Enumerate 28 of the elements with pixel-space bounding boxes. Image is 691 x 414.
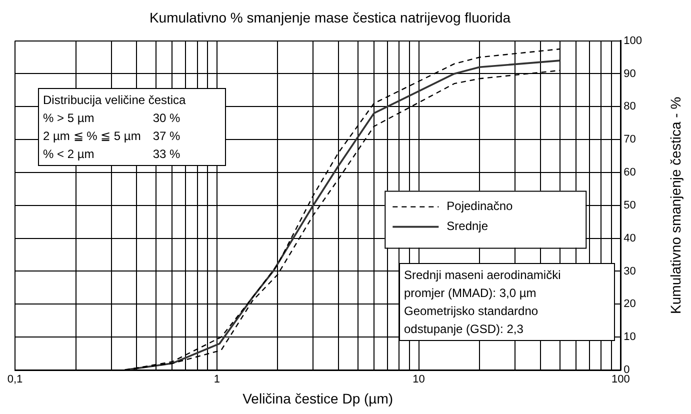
chart-title: Kumulativno % smanjenje mase čestica natrijevog fluorida [149, 9, 511, 26]
legend-label: Pojedinačno [446, 199, 514, 214]
x-tick-label: 0,1 [7, 374, 23, 386]
y-tick-label: 60 [624, 166, 636, 179]
y-axis-title: Kumulativno smanjenje čestica - % [668, 96, 684, 314]
annotation: % > 5 µm [43, 110, 96, 127]
annotation: Srednji maseni aerodinamički promjer (MMAD): 3,0 µm [404, 267, 562, 302]
y-tick-label: 40 [624, 232, 636, 244]
y-tick-label: 30 [624, 265, 636, 278]
annotation: 2 µm ≦ % ≦ 5 µm [43, 128, 142, 145]
y-tick-label: 70 [624, 134, 636, 146]
y-tick-label: 20 [624, 298, 636, 310]
annotation: % < 2 µm [43, 146, 96, 163]
y-tick-label: 90 [624, 68, 636, 80]
y-tick-label: 10 [624, 331, 636, 344]
annotation: 37 % [152, 128, 182, 145]
annotation: Distribucija veličine čestica [43, 92, 187, 109]
annotation: 30 % [152, 110, 182, 127]
x-tick-label: 1 [214, 374, 220, 386]
y-tick-label: 50 [624, 199, 636, 212]
annotation: 33 % [152, 146, 182, 163]
x-tick-label: 10 [412, 374, 425, 386]
y-tick-label: 100 [624, 34, 642, 47]
y-tick-label: 80 [624, 100, 636, 113]
legend-label: Srednje [446, 219, 488, 234]
info-box: Srednji maseni aerodinamički promjer (MMAD): 3,0 µm Geometrijsko standardno odstupanje (GSD): 2,3 [399, 263, 615, 341]
annotation: Geometrijsko standardno odstupanje (GSD): 2,3 [404, 303, 540, 338]
x-axis-title: Veličina čestice Dp (µm) [242, 390, 394, 406]
